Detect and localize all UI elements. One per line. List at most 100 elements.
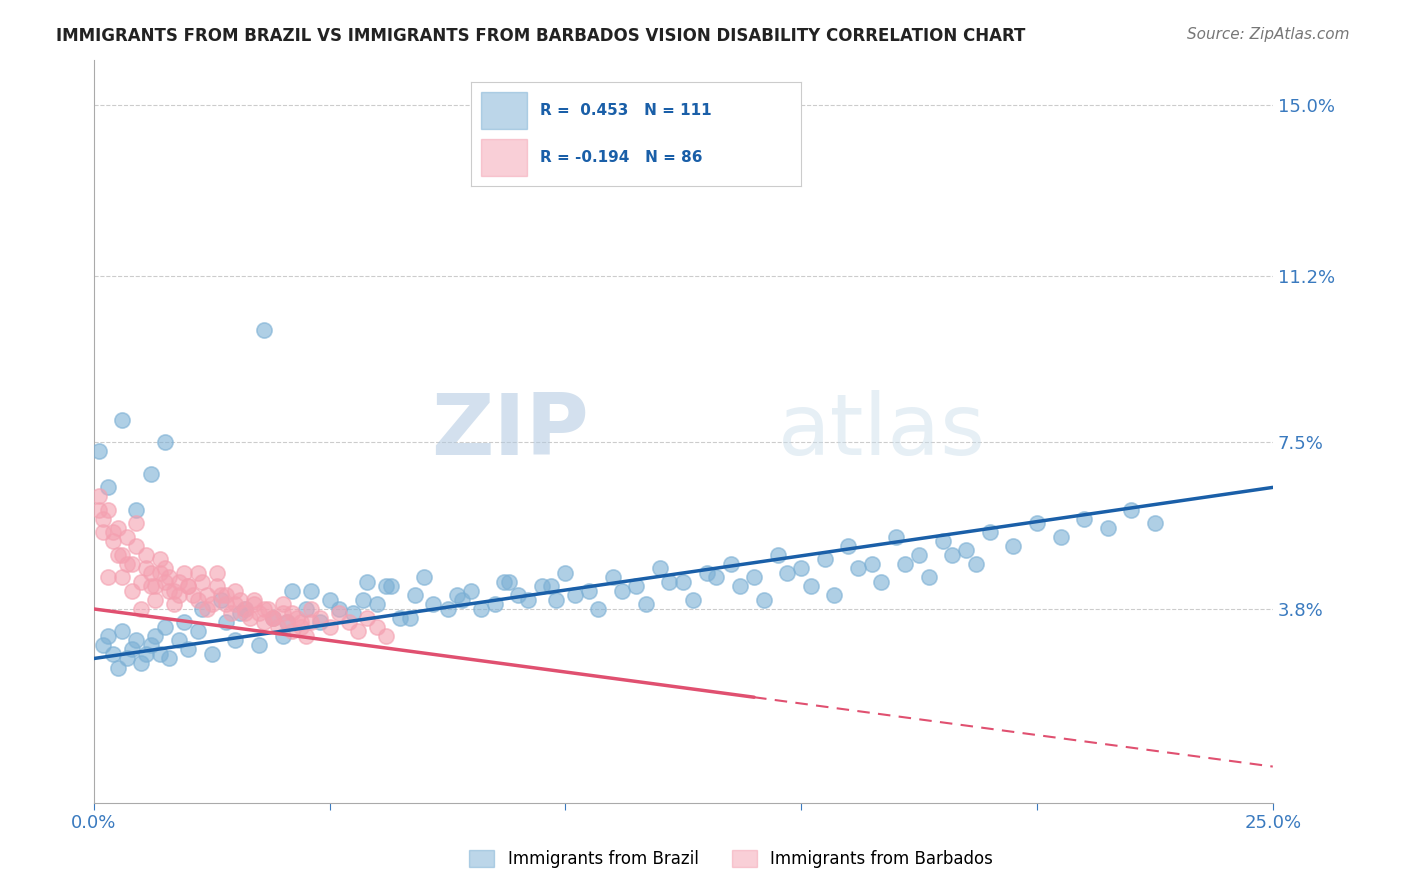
- Point: [157, 570, 180, 584]
- Point: [766, 548, 789, 562]
- Point: [281, 624, 304, 639]
- Point: [366, 620, 388, 634]
- Point: [143, 629, 166, 643]
- Point: [93, 525, 115, 540]
- Point: [271, 629, 294, 643]
- Point: [157, 651, 180, 665]
- Point: [139, 638, 162, 652]
- Point: [931, 534, 953, 549]
- Point: [837, 539, 859, 553]
- Point: [648, 561, 671, 575]
- Point: [564, 589, 586, 603]
- Point: [125, 503, 148, 517]
- Point: [121, 642, 143, 657]
- Point: [299, 615, 322, 630]
- Point: [356, 574, 378, 589]
- Point: [446, 589, 468, 603]
- Point: [672, 574, 695, 589]
- Point: [295, 629, 318, 643]
- Point: [139, 579, 162, 593]
- Point: [706, 570, 728, 584]
- Point: [460, 584, 482, 599]
- Point: [195, 602, 218, 616]
- Point: [93, 638, 115, 652]
- Point: [1049, 530, 1071, 544]
- Point: [484, 598, 506, 612]
- Point: [205, 566, 228, 580]
- Point: [285, 611, 308, 625]
- Point: [846, 561, 869, 575]
- Point: [149, 552, 172, 566]
- Point: [111, 624, 134, 639]
- Point: [530, 579, 553, 593]
- Point: [224, 584, 246, 599]
- Point: [290, 620, 312, 634]
- Point: [238, 611, 260, 625]
- Point: [149, 566, 172, 580]
- Point: [97, 503, 120, 517]
- Point: [941, 548, 963, 562]
- Point: [337, 615, 360, 630]
- Point: [742, 570, 765, 584]
- Point: [884, 530, 907, 544]
- Point: [276, 615, 298, 630]
- Point: [205, 579, 228, 593]
- Point: [752, 593, 775, 607]
- Point: [101, 647, 124, 661]
- Point: [191, 574, 214, 589]
- Point: [125, 633, 148, 648]
- Point: [262, 611, 284, 625]
- Point: [163, 584, 186, 599]
- Point: [143, 579, 166, 593]
- Point: [814, 552, 837, 566]
- Point: [177, 579, 200, 593]
- Point: [111, 570, 134, 584]
- Point: [470, 602, 492, 616]
- Point: [299, 584, 322, 599]
- Point: [271, 607, 294, 621]
- Point: [121, 557, 143, 571]
- Point: [955, 543, 977, 558]
- Point: [229, 593, 252, 607]
- Point: [979, 525, 1001, 540]
- Point: [588, 602, 610, 616]
- Point: [318, 620, 340, 634]
- Point: [908, 548, 931, 562]
- Point: [450, 593, 472, 607]
- Legend: Immigrants from Brazil, Immigrants from Barbados: Immigrants from Brazil, Immigrants from …: [463, 843, 1000, 875]
- Point: [243, 598, 266, 612]
- Point: [87, 444, 110, 458]
- Point: [173, 615, 195, 630]
- Point: [776, 566, 799, 580]
- Point: [115, 557, 138, 571]
- Point: [375, 579, 398, 593]
- Point: [578, 584, 600, 599]
- Point: [187, 593, 209, 607]
- Point: [135, 548, 157, 562]
- Point: [111, 548, 134, 562]
- Point: [243, 593, 266, 607]
- Point: [399, 611, 422, 625]
- Point: [253, 615, 276, 630]
- Point: [157, 584, 180, 599]
- Point: [187, 566, 209, 580]
- Point: [658, 574, 681, 589]
- Text: IMMIGRANTS FROM BRAZIL VS IMMIGRANTS FROM BARBADOS VISION DISABILITY CORRELATION: IMMIGRANTS FROM BRAZIL VS IMMIGRANTS FRO…: [56, 27, 1025, 45]
- Point: [191, 602, 214, 616]
- Point: [135, 561, 157, 575]
- Point: [129, 574, 152, 589]
- Point: [281, 584, 304, 599]
- Point: [1073, 512, 1095, 526]
- Point: [554, 566, 576, 580]
- Point: [97, 629, 120, 643]
- Point: [602, 570, 624, 584]
- Point: [153, 435, 176, 450]
- Point: [328, 602, 350, 616]
- Point: [870, 574, 893, 589]
- Point: [111, 413, 134, 427]
- Point: [1026, 516, 1049, 531]
- Point: [436, 602, 458, 616]
- Point: [87, 503, 110, 517]
- Point: [139, 467, 162, 481]
- Point: [87, 489, 110, 503]
